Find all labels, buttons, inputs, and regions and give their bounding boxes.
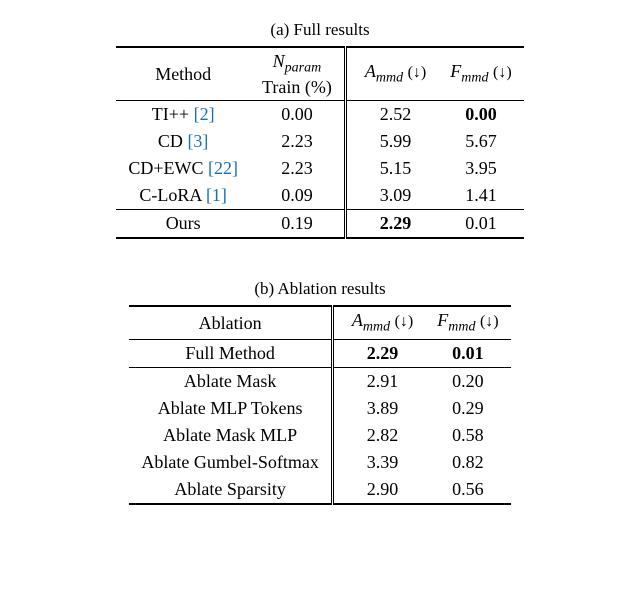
method-cell: Ours bbox=[116, 210, 250, 239]
table-b-caption: (b) Ablation results bbox=[30, 279, 610, 299]
col-nparam-header: Nparam Train (%) bbox=[250, 47, 345, 101]
ammd-cell: 3.09 bbox=[345, 182, 438, 210]
col-fmmd-header: Fmmd (↓) bbox=[438, 47, 523, 101]
method-cell: CD+EWC [22] bbox=[116, 155, 250, 182]
fmmd-cell: 0.01 bbox=[425, 339, 510, 367]
ammd-cell: 2.29 bbox=[332, 339, 425, 367]
ablation-cell: Ablate Mask MLP bbox=[129, 422, 332, 449]
method-cell: TI++ [2] bbox=[116, 101, 250, 129]
ammd-cell: 5.15 bbox=[345, 155, 438, 182]
table-row: Ablate MLP Tokens 3.89 0.29 bbox=[129, 395, 510, 422]
col-ablation-header: Ablation bbox=[129, 306, 332, 339]
nparam-cell: 0.00 bbox=[250, 101, 345, 129]
fmmd-cell: 0.56 bbox=[425, 476, 510, 504]
ammd-cell: 2.29 bbox=[345, 210, 438, 239]
table-row: C-LoRA [1] 0.09 3.09 1.41 bbox=[116, 182, 523, 210]
table-a: Method Nparam Train (%) Ammd (↓) Fmmd (↓… bbox=[116, 46, 523, 239]
nparam-cell: 0.19 bbox=[250, 210, 345, 239]
ammd-cell: 3.89 bbox=[332, 395, 425, 422]
nparam-cell: 2.23 bbox=[250, 155, 345, 182]
fmmd-cell: 0.82 bbox=[425, 449, 510, 476]
nparam-cell: 2.23 bbox=[250, 128, 345, 155]
col-ammd-header: Ammd (↓) bbox=[332, 306, 425, 339]
fmmd-cell: 5.67 bbox=[438, 128, 523, 155]
citation-link[interactable]: [22] bbox=[208, 158, 238, 178]
citation-link[interactable]: [2] bbox=[194, 104, 215, 124]
table-row: TI++ [2] 0.00 2.52 0.00 bbox=[116, 101, 523, 129]
ammd-cell: 2.52 bbox=[345, 101, 438, 129]
fmmd-cell: 0.00 bbox=[438, 101, 523, 129]
ablation-results-table: (b) Ablation results Ablation Ammd (↓) F… bbox=[30, 279, 610, 505]
table-row: Ablate Sparsity 2.90 0.56 bbox=[129, 476, 510, 504]
col-method-header: Method bbox=[116, 47, 250, 101]
ammd-cell: 2.90 bbox=[332, 476, 425, 504]
ammd-cell: 3.39 bbox=[332, 449, 425, 476]
table-row: Ablate Gumbel-Softmax 3.39 0.82 bbox=[129, 449, 510, 476]
table-row-full: Full Method 2.29 0.01 bbox=[129, 339, 510, 367]
method-cell: C-LoRA [1] bbox=[116, 182, 250, 210]
ammd-cell: 2.91 bbox=[332, 367, 425, 395]
citation-link[interactable]: [1] bbox=[206, 185, 227, 205]
fmmd-cell: 1.41 bbox=[438, 182, 523, 210]
full-results-table: (a) Full results Method Nparam Train (%)… bbox=[30, 20, 610, 239]
ammd-cell: 5.99 bbox=[345, 128, 438, 155]
table-row-ours: Ours 0.19 2.29 0.01 bbox=[116, 210, 523, 239]
col-ammd-header: Ammd (↓) bbox=[345, 47, 438, 101]
ablation-cell: Ablate Mask bbox=[129, 367, 332, 395]
ablation-cell: Ablate MLP Tokens bbox=[129, 395, 332, 422]
ablation-cell: Full Method bbox=[129, 339, 332, 367]
table-row: CD+EWC [22] 2.23 5.15 3.95 bbox=[116, 155, 523, 182]
fmmd-cell: 0.58 bbox=[425, 422, 510, 449]
table-row: Ablate Mask MLP 2.82 0.58 bbox=[129, 422, 510, 449]
fmmd-cell: 0.29 bbox=[425, 395, 510, 422]
method-cell: CD [3] bbox=[116, 128, 250, 155]
table-row: CD [3] 2.23 5.99 5.67 bbox=[116, 128, 523, 155]
ablation-cell: Ablate Sparsity bbox=[129, 476, 332, 504]
nparam-cell: 0.09 bbox=[250, 182, 345, 210]
ablation-cell: Ablate Gumbel-Softmax bbox=[129, 449, 332, 476]
table-row: Ablate Mask 2.91 0.20 bbox=[129, 367, 510, 395]
fmmd-cell: 3.95 bbox=[438, 155, 523, 182]
col-fmmd-header: Fmmd (↓) bbox=[425, 306, 510, 339]
table-b: Ablation Ammd (↓) Fmmd (↓) Full Method 2… bbox=[129, 305, 510, 505]
table-a-caption: (a) Full results bbox=[30, 20, 610, 40]
ammd-cell: 2.82 bbox=[332, 422, 425, 449]
citation-link[interactable]: [3] bbox=[187, 131, 208, 151]
fmmd-cell: 0.01 bbox=[438, 210, 523, 239]
fmmd-cell: 0.20 bbox=[425, 367, 510, 395]
